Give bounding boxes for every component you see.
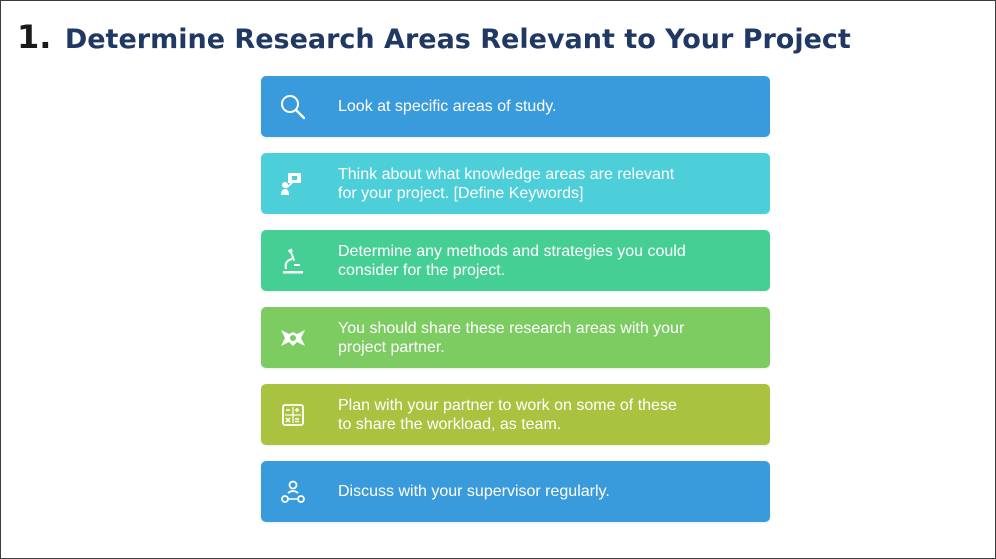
step-4-line-1: You should share these research areas wi… <box>338 319 685 337</box>
step-4-text: You should share these research areas wi… <box>338 319 756 357</box>
step-5-line-1: Plan with your partner to work on some o… <box>338 396 677 414</box>
step-1: Look at specific areas of study. <box>261 76 770 137</box>
title-number: 1. <box>17 18 52 56</box>
step-6: Discuss with your supervisor regularly. <box>261 461 770 522</box>
step-6-line-1: Discuss with your supervisor regularly. <box>338 483 610 500</box>
step-3-line-1: Determine any methods and strategies you… <box>338 242 686 260</box>
step-2-line-1: Think about what knowledge areas are rel… <box>338 165 675 183</box>
step-1-text: Look at specific areas of study. <box>338 97 756 116</box>
presenter-icon <box>278 169 308 199</box>
step-3-text: Determine any methods and strategies you… <box>338 242 756 280</box>
step-2-text: Think about what knowledge areas are rel… <box>338 165 756 203</box>
handshake-icon <box>278 323 308 353</box>
step-4-line-2: project partner. <box>338 338 445 356</box>
step-3: Determine any methods and strategies you… <box>261 230 770 291</box>
step-5-text: Plan with your partner to work on some o… <box>338 396 756 434</box>
step-2-line-2: for your project. [Define Keywords] <box>338 184 584 202</box>
microscope-icon <box>278 246 308 276</box>
step-6-text: Discuss with your supervisor regularly. <box>338 482 756 501</box>
step-2: Think about what knowledge areas are rel… <box>261 153 770 214</box>
page-title: 1. Determine Research Areas Relevant to … <box>17 17 851 60</box>
title-text: Determine Research Areas Relevant to You… <box>64 24 851 55</box>
team-icon <box>278 477 308 507</box>
search-icon <box>278 92 308 122</box>
step-1-line-1: Look at specific areas of study. <box>338 98 557 115</box>
step-list: Look at specific areas of study. Think a… <box>261 76 770 538</box>
step-4: You should share these research areas wi… <box>261 307 770 368</box>
step-3-line-2: consider for the project. <box>338 261 506 279</box>
calculator-icon <box>278 400 308 430</box>
step-5-line-2: to share the workload, as team. <box>338 415 562 433</box>
step-5: Plan with your partner to work on some o… <box>261 384 770 445</box>
